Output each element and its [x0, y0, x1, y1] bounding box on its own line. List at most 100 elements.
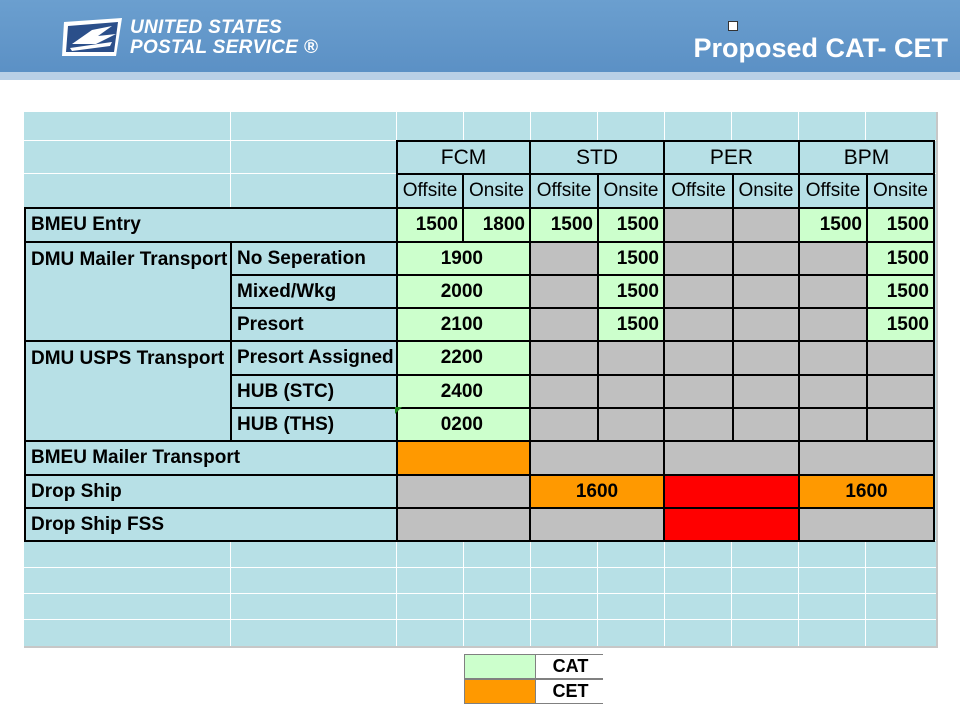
value-cell: 1500	[396, 207, 464, 243]
empty-cell	[732, 307, 800, 342]
empty-cell	[663, 440, 800, 476]
subheader-fcm-onsite: Onsite	[462, 173, 531, 209]
empty-cell	[663, 407, 734, 442]
empty-cell	[597, 340, 665, 376]
value-cell: 2200	[396, 340, 531, 376]
cell-comment-marker	[395, 407, 402, 414]
usps-logo: UNITED STATES POSTAL SERVICE ®	[62, 16, 318, 60]
empty-cell	[798, 374, 868, 409]
empty-cell	[866, 374, 935, 409]
empty-cell	[529, 307, 599, 342]
legend: CAT CET	[464, 654, 605, 704]
subrow-label: No Seperation	[230, 241, 398, 276]
subheader-bpm-onsite: Onsite	[866, 173, 935, 209]
highlight-cell	[663, 474, 800, 509]
title-marker	[728, 21, 738, 31]
value-cell: 1500	[866, 307, 935, 342]
value-cell: 0200	[396, 407, 531, 442]
empty-cell	[663, 274, 734, 309]
subheader-fcm-offsite: Offsite	[396, 173, 464, 209]
legend-row-cet: CET	[464, 679, 605, 704]
row-label-drop-ship: Drop Ship	[24, 474, 398, 509]
value-cell: 1500	[597, 274, 665, 309]
value-cell: 1500	[866, 241, 935, 276]
empty-cell	[529, 340, 599, 376]
value-cell: 1900	[396, 241, 531, 276]
slide-title: Proposed CAT- CET	[693, 33, 948, 63]
empty-cell	[732, 374, 800, 409]
empty-cell	[396, 474, 531, 509]
value-cell: 1500	[597, 207, 665, 243]
legend-row-cat: CAT	[464, 654, 605, 679]
eagle-icon	[62, 18, 122, 56]
cet-cell	[396, 440, 531, 476]
empty-cell	[529, 241, 599, 276]
empty-cell	[798, 440, 935, 476]
header-fcm: FCM	[396, 140, 531, 175]
row-label-bmeu-mailer-transport: BMEU Mailer Transport	[24, 440, 398, 476]
empty-cell	[798, 274, 868, 309]
highlight-cell	[663, 507, 800, 542]
empty-cell	[798, 340, 868, 376]
header-bar: UNITED STATES POSTAL SERVICE ® Proposed …	[0, 0, 960, 78]
header-per: PER	[663, 140, 800, 175]
empty-cell	[663, 340, 734, 376]
value-cell: 1500	[866, 274, 935, 309]
empty-cell	[798, 407, 868, 442]
empty-cell	[597, 407, 665, 442]
empty-cell	[529, 407, 599, 442]
empty-cell	[732, 274, 800, 309]
empty-cell	[798, 241, 868, 276]
row-label-bmeu-entry: BMEU Entry	[24, 207, 398, 243]
empty-cell	[732, 407, 800, 442]
value-cell: 1800	[462, 207, 531, 243]
logo-text-line1: UNITED STATES	[130, 17, 283, 38]
empty-cell	[798, 507, 935, 542]
row-label-drop-ship-fss: Drop Ship FSS	[24, 507, 398, 542]
subheader-per-onsite: Onsite	[732, 173, 800, 209]
value-cell: 1500	[597, 307, 665, 342]
row-label-dmu-mailer-transport: DMU Mailer Transport	[24, 241, 232, 342]
empty-cell	[732, 207, 800, 243]
legend-label-cat: CAT	[535, 655, 605, 678]
value-cell: 2100	[396, 307, 531, 342]
empty-cell	[529, 274, 599, 309]
row-label-dmu-usps-transport: DMU USPS Transport	[24, 340, 232, 442]
value-cell: 1600	[529, 474, 665, 509]
legend-label-cet: CET	[535, 680, 605, 703]
grid-line	[24, 593, 936, 594]
empty-cell	[396, 507, 531, 542]
empty-cell	[663, 207, 734, 243]
value-cell: 2000	[396, 274, 531, 309]
empty-cell	[663, 241, 734, 276]
empty-cell	[866, 340, 935, 376]
value-cell: 1500	[798, 207, 868, 243]
subheader-per-offsite: Offsite	[663, 173, 734, 209]
logo-text-line2: POSTAL SERVICE ®	[130, 37, 319, 58]
legend-swatch-cet	[465, 680, 535, 703]
empty-cell	[529, 374, 599, 409]
header-std: STD	[529, 140, 665, 175]
subrow-label: HUB (THS)	[230, 407, 398, 442]
subheader-std-offsite: Offsite	[529, 173, 599, 209]
subrow-label: HUB (STC)	[230, 374, 398, 409]
empty-cell	[597, 374, 665, 409]
value-cell: 1500	[597, 241, 665, 276]
value-cell: 1500	[866, 207, 935, 243]
subheader-std-onsite: Onsite	[597, 173, 665, 209]
subheader-bpm-offsite: Offsite	[798, 173, 868, 209]
legend-swatch-cat	[465, 655, 535, 678]
grid-line	[24, 567, 936, 568]
empty-cell	[663, 307, 734, 342]
empty-cell	[529, 440, 665, 476]
empty-cell	[798, 307, 868, 342]
empty-cell	[529, 507, 665, 542]
value-cell: 1600	[798, 474, 935, 509]
subrow-label: Mixed/Wkg	[230, 274, 398, 309]
value-cell: 1500	[529, 207, 599, 243]
empty-cell	[732, 241, 800, 276]
header-bpm: BPM	[798, 140, 935, 175]
empty-cell	[866, 407, 935, 442]
empty-cell	[732, 340, 800, 376]
empty-cell	[663, 374, 734, 409]
